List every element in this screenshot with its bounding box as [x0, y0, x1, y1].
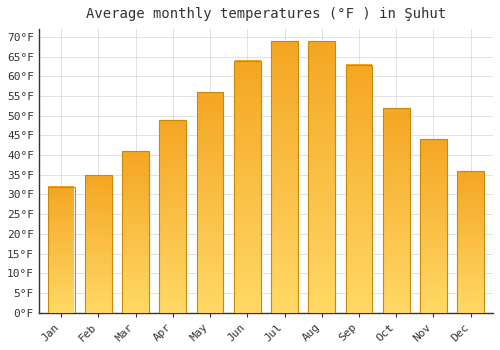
- Bar: [383, 108, 409, 313]
- Bar: [48, 187, 74, 313]
- Title: Average monthly temperatures (°F ) in Şuhut: Average monthly temperatures (°F ) in Şu…: [86, 7, 446, 21]
- Bar: [346, 64, 372, 313]
- Bar: [271, 41, 298, 313]
- Bar: [196, 92, 224, 313]
- Bar: [122, 151, 149, 313]
- Bar: [160, 120, 186, 313]
- Bar: [308, 41, 335, 313]
- Bar: [458, 171, 484, 313]
- Bar: [420, 139, 447, 313]
- Bar: [234, 61, 260, 313]
- Bar: [85, 175, 112, 313]
